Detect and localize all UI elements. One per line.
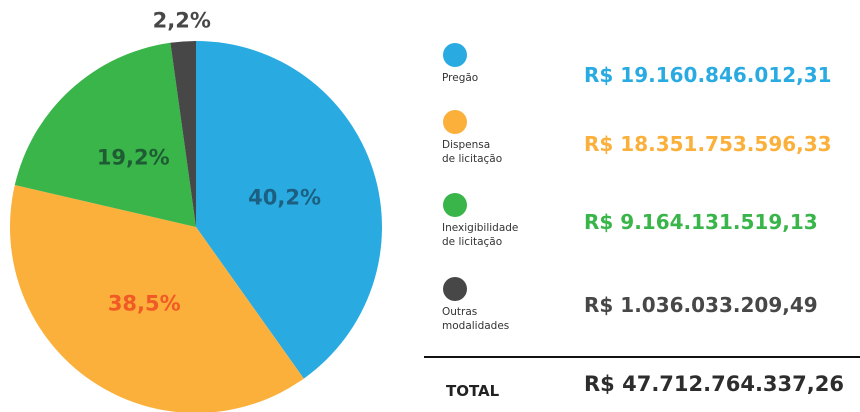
legend-swatch [443,43,467,67]
legend-label: Inexigibilidade de licitação [442,222,519,248]
slice-label: 40,2% [248,186,321,210]
pie-slice [170,41,196,227]
pie-slice [14,42,196,228]
total-label: TOTAL [446,382,500,400]
legend-label: Dispensa de licitação [442,139,503,165]
slice-label: 19,2% [97,145,170,169]
slice-label: 38,5% [108,291,181,315]
pie-slice [10,185,304,412]
slice-label: 2,2% [153,8,211,32]
amount: R$ 19.160.846.012,31 [584,63,832,87]
legend-swatch [443,110,467,134]
total-value: R$ 47.712.764.337,26 [584,372,844,396]
legend-label: Outras modalidades [442,306,510,332]
total-rule [424,356,860,358]
amount: R$ 18.351.753.596,33 [584,132,832,156]
amount: R$ 9.164.131.519,13 [584,210,818,234]
pie-slice [196,41,382,379]
pie-chart: 40,2% 38,5% 19,2% 2,2% [10,8,382,412]
legend-swatch [443,277,467,301]
legend-swatch [443,193,467,217]
amount: R$ 1.036.033.209,49 [584,293,818,317]
legend-label: Pregão [442,72,479,84]
